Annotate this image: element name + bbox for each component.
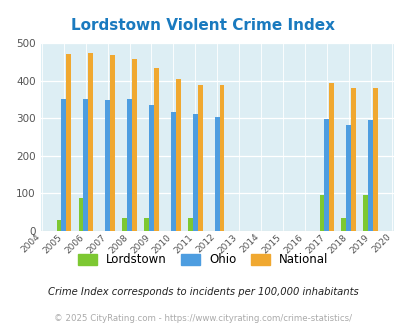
Legend: Lordstown, Ohio, National: Lordstown, Ohio, National: [77, 253, 328, 266]
Bar: [372, 88, 377, 231]
Bar: [153, 69, 158, 231]
Bar: [367, 120, 372, 231]
Text: Crime Index corresponds to incidents per 100,000 inhabitants: Crime Index corresponds to incidents per…: [47, 287, 358, 297]
Bar: [88, 53, 93, 231]
Bar: [219, 85, 224, 231]
Bar: [149, 105, 153, 231]
Bar: [78, 198, 83, 231]
Bar: [197, 85, 202, 231]
Bar: [350, 88, 355, 231]
Text: Lordstown Violent Crime Index: Lordstown Violent Crime Index: [71, 18, 334, 33]
Bar: [345, 125, 350, 231]
Bar: [83, 99, 88, 231]
Bar: [57, 220, 61, 231]
Bar: [362, 194, 367, 231]
Bar: [105, 100, 110, 231]
Bar: [324, 119, 328, 231]
Bar: [144, 218, 149, 231]
Bar: [214, 117, 219, 231]
Bar: [61, 99, 66, 231]
Bar: [341, 218, 345, 231]
Bar: [66, 54, 71, 231]
Bar: [319, 194, 324, 231]
Bar: [328, 83, 333, 231]
Bar: [192, 115, 197, 231]
Text: © 2025 CityRating.com - https://www.cityrating.com/crime-statistics/: © 2025 CityRating.com - https://www.city…: [54, 314, 351, 323]
Bar: [175, 79, 180, 231]
Bar: [132, 59, 136, 231]
Bar: [127, 99, 132, 231]
Bar: [122, 218, 127, 231]
Bar: [188, 218, 192, 231]
Bar: [171, 112, 175, 231]
Bar: [110, 55, 115, 231]
